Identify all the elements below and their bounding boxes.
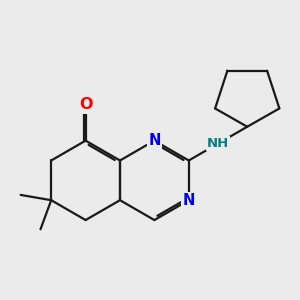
Text: O: O [79, 98, 92, 112]
Text: N: N [183, 193, 195, 208]
Text: N: N [148, 133, 160, 148]
Text: NH: NH [207, 137, 229, 150]
